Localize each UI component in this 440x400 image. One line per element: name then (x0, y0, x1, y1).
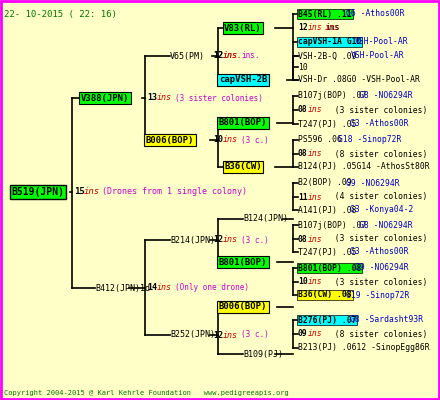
Text: VSH-Pool-AR: VSH-Pool-AR (350, 52, 404, 60)
Text: (3 sister colonies): (3 sister colonies) (175, 94, 263, 102)
Text: B006(BOP): B006(BOP) (219, 302, 267, 312)
Text: B519(JPN): B519(JPN) (11, 187, 64, 197)
Text: ins: ins (308, 234, 323, 244)
Text: G9 -NO6294R: G9 -NO6294R (355, 264, 408, 272)
Text: 12: 12 (298, 24, 308, 32)
Text: B107j(BOP) .07: B107j(BOP) .07 (298, 220, 366, 230)
Text: 12: 12 (213, 330, 223, 340)
Text: 12: 12 (213, 52, 223, 60)
Text: G8 -Sardasht93R: G8 -Sardasht93R (350, 316, 424, 324)
Text: B006(BOP): B006(BOP) (146, 136, 194, 144)
Text: A141(PJ) .08: A141(PJ) .08 (298, 206, 356, 214)
Text: B45(RL) .11: B45(RL) .11 (298, 10, 352, 18)
Text: ins: ins (223, 136, 238, 144)
Text: B36(CW): B36(CW) (224, 162, 262, 172)
Text: (3 c.): (3 c.) (241, 136, 269, 144)
Text: B36(CW) .08: B36(CW) .08 (298, 290, 352, 300)
Text: ins: ins (223, 330, 238, 340)
Text: B801(BOP): B801(BOP) (219, 258, 267, 266)
Text: G3 -Athos00R: G3 -Athos00R (350, 120, 409, 128)
Text: 08: 08 (298, 150, 308, 158)
Text: 08: 08 (298, 234, 308, 244)
Text: G19 -Sinop72R: G19 -Sinop72R (346, 290, 410, 300)
Text: (Drones from 1 single colony): (Drones from 1 single colony) (102, 188, 247, 196)
Text: B124(JPN): B124(JPN) (243, 214, 288, 224)
Text: ins: ins (84, 188, 100, 196)
Text: B801(BOP) .08: B801(BOP) .08 (298, 264, 361, 272)
Text: ins: ins (157, 94, 172, 102)
Text: ins.: ins. (241, 52, 260, 60)
Text: 10: 10 (213, 136, 223, 144)
Text: 10: 10 (298, 62, 308, 72)
Text: 10: 10 (298, 278, 308, 286)
Text: ins: ins (157, 284, 172, 292)
Text: ins: ins (308, 330, 323, 338)
Text: T247(PJ) .05: T247(PJ) .05 (298, 120, 356, 128)
Text: B213(PJ) .0612 -SinopEgg86R: B213(PJ) .0612 -SinopEgg86R (298, 344, 429, 352)
Text: ins: ins (223, 52, 238, 60)
Text: (4 sister colonies): (4 sister colonies) (325, 192, 427, 202)
Text: PS596 .06: PS596 .06 (298, 136, 342, 144)
Text: ins.: ins. (223, 52, 243, 60)
Text: 11: 11 (298, 192, 308, 202)
Text: ins: ins (308, 24, 323, 32)
Text: (3 sister colonies): (3 sister colonies) (325, 106, 427, 114)
Text: 15: 15 (74, 188, 85, 196)
Text: B276(PJ) .07: B276(PJ) .07 (298, 316, 356, 324)
Text: V388(JPN): V388(JPN) (81, 94, 129, 102)
Text: G8 -NO6294R: G8 -NO6294R (359, 92, 412, 100)
Text: 22- 10-2015 ( 22: 16): 22- 10-2015 ( 22: 16) (4, 10, 117, 19)
Text: ins: ins (308, 106, 323, 114)
Text: B801(BOP): B801(BOP) (219, 118, 267, 128)
Text: 08: 08 (298, 106, 308, 114)
Text: ins: ins (308, 150, 323, 158)
Text: capVSH-2B: capVSH-2B (219, 76, 267, 84)
Text: G3 -Konya04-2: G3 -Konya04-2 (350, 206, 414, 214)
Text: (3 sister colonies): (3 sister colonies) (325, 234, 427, 244)
Text: B412(JPN)1d: B412(JPN)1d (95, 284, 150, 292)
Text: V83(RL): V83(RL) (224, 24, 262, 32)
Text: 13: 13 (147, 94, 157, 102)
Text: Copyright 2004-2015 @ Karl Kehrle Foundation   www.pedigreeapis.org: Copyright 2004-2015 @ Karl Kehrle Founda… (4, 390, 289, 396)
Text: B124(PJ) .05G14 -AthosSt80R: B124(PJ) .05G14 -AthosSt80R (298, 162, 429, 172)
Text: G8 -NO6294R: G8 -NO6294R (359, 220, 412, 230)
Text: B107j(BOP) .07: B107j(BOP) .07 (298, 92, 366, 100)
Text: 14: 14 (147, 284, 157, 292)
Text: B2(BOP) .09: B2(BOP) .09 (298, 178, 352, 188)
Text: T247(PJ) .05: T247(PJ) .05 (298, 248, 356, 256)
Text: (8 sister colonies): (8 sister colonies) (325, 150, 427, 158)
Text: (3 c.): (3 c.) (241, 236, 269, 244)
Text: V65(PM): V65(PM) (170, 52, 205, 60)
Text: (3 c.): (3 c.) (241, 330, 269, 340)
Text: ins: ins (325, 24, 340, 32)
Text: (Only one drone): (Only one drone) (175, 284, 249, 292)
Text: ins: ins (325, 24, 340, 32)
Text: VSH-2B-Q .09: VSH-2B-Q .09 (298, 52, 356, 60)
Text: B252(JPN): B252(JPN) (170, 330, 215, 340)
Text: B214(JPN): B214(JPN) (170, 236, 215, 244)
Text: capVSH-1A G1D: capVSH-1A G1D (298, 38, 361, 46)
Text: VSH-Pool-AR: VSH-Pool-AR (355, 38, 408, 46)
Text: (3 sister colonies): (3 sister colonies) (325, 278, 427, 286)
Text: G18 -Sinop72R: G18 -Sinop72R (338, 136, 401, 144)
Text: ins: ins (308, 278, 323, 286)
Text: VSH-Dr .08G0 -VSH-Pool-AR: VSH-Dr .08G0 -VSH-Pool-AR (298, 76, 420, 84)
Text: B109(PJ): B109(PJ) (243, 350, 283, 358)
Text: ins: ins (223, 236, 238, 244)
Text: (8 sister colonies): (8 sister colonies) (325, 330, 427, 338)
Text: 09: 09 (298, 330, 308, 338)
Text: G3 -Athos00R: G3 -Athos00R (350, 248, 409, 256)
Text: ins: ins (308, 192, 323, 202)
Text: 12: 12 (213, 236, 223, 244)
Text: G6 -Athos00R: G6 -Athos00R (346, 10, 405, 18)
Text: 12: 12 (213, 52, 223, 60)
Text: G9 -NO6294R: G9 -NO6294R (346, 178, 400, 188)
